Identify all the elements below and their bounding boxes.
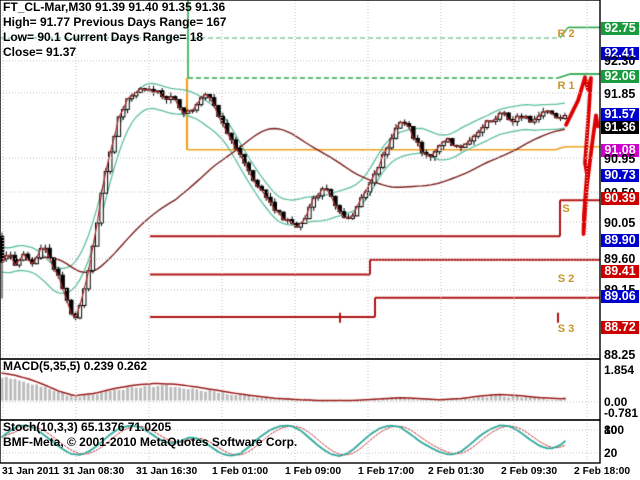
svg-text:90.73: 90.73 [604,168,635,182]
svg-text:91.36: 91.36 [604,120,635,134]
svg-text:High= 91.77 Previous Days R: High= 91.77 Previous Days Range= 167 [3,15,227,29]
svg-text:FT_CL-Mar,M30 91.39 91.40 91: FT_CL-Mar,M30 91.39 91.40 91.35 91.36 [3,0,225,14]
svg-text:92.06: 92.06 [604,69,635,83]
svg-text:31 Jan 08:30: 31 Jan 08:30 [63,466,125,477]
svg-text:2 Feb 18:00: 2 Feb 18:00 [574,466,630,477]
svg-text:1.854: 1.854 [604,363,634,377]
svg-text:92.30: 92.30 [604,54,635,68]
svg-text:91.85: 91.85 [604,87,635,101]
svg-text:1 Feb 09:00: 1 Feb 09:00 [285,466,341,477]
svg-text:88.25: 88.25 [604,348,635,362]
svg-text:90.39: 90.39 [604,191,635,205]
svg-text:20: 20 [604,446,618,460]
svg-text:-0.781: -0.781 [604,406,638,420]
svg-text:89.90: 89.90 [604,233,635,247]
svg-text:90.05: 90.05 [604,216,635,230]
svg-text:1 Feb 17:00: 1 Feb 17:00 [358,466,414,477]
svg-text:90.95: 90.95 [604,152,635,166]
svg-text:88.72: 88.72 [604,320,635,334]
svg-text:MACD(5,35,5) 0.239 0.262: MACD(5,35,5) 0.239 0.262 [3,359,147,373]
svg-text:2 Feb 09:30: 2 Feb 09:30 [501,466,557,477]
svg-text:Low= 90.1 Current Days Rang: Low= 90.1 Current Days Range= 18 [3,30,203,44]
svg-text:Close= 91.37: Close= 91.37 [3,45,76,59]
svg-text:89.06: 89.06 [604,289,635,303]
svg-text:S: S [562,203,569,215]
svg-text:31 Jan 16:30: 31 Jan 16:30 [136,466,198,477]
svg-text:R 2: R 2 [557,28,574,40]
svg-text:92.75: 92.75 [604,21,635,35]
svg-text:S 2: S 2 [558,273,575,285]
svg-text:R 1: R 1 [557,80,574,92]
svg-text:BMF-Meta, © 2001-2010 MetaQuot: BMF-Meta, © 2001-2010 MetaQuotes Softwar… [3,435,297,449]
svg-text:89.41: 89.41 [604,264,635,278]
svg-text:S 3: S 3 [558,323,575,335]
svg-text:100: 100 [604,423,624,437]
svg-text:91.57: 91.57 [604,107,635,121]
svg-text:31 Jan 2011: 31 Jan 2011 [2,466,60,477]
svg-text:2 Feb 01:30: 2 Feb 01:30 [428,466,484,477]
svg-text:1 Feb 01:00: 1 Feb 01:00 [212,466,268,477]
svg-text:Stoch(10,3,3) 65.1376 71.0205: Stoch(10,3,3) 65.1376 71.0205 [3,420,171,434]
